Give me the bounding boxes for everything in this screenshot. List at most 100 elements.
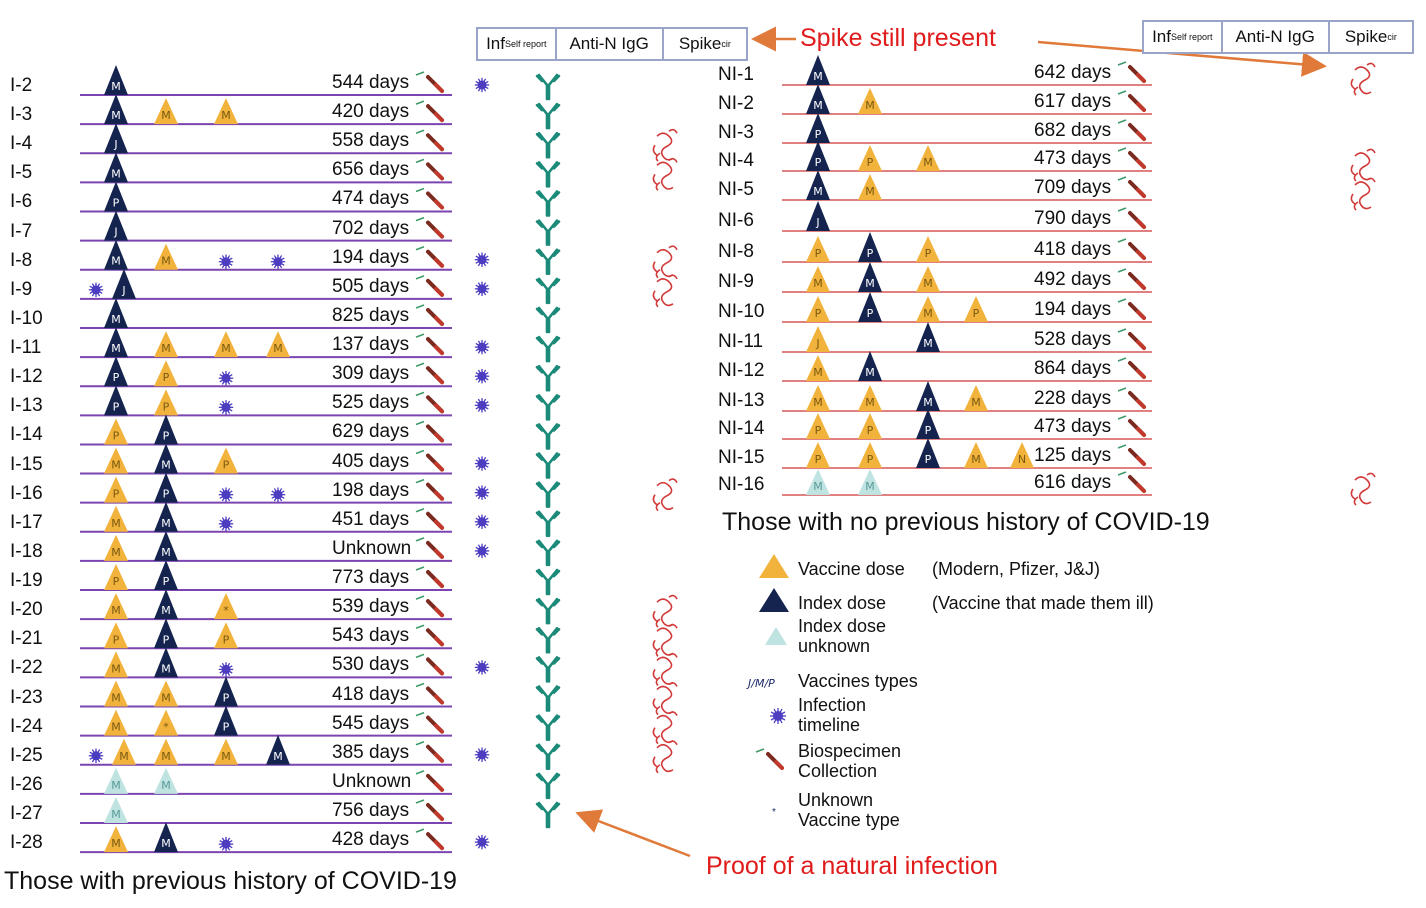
index-dose-icon-letter: M — [923, 396, 933, 409]
anti-n-igg-icon — [535, 626, 561, 654]
index-dose-icon — [104, 65, 128, 95]
anti-n-igg-icon — [535, 772, 561, 800]
biospecimen-icon-mark — [1117, 415, 1127, 420]
index-dose-icon-letter: M — [161, 662, 171, 675]
biospecimen-icon-mark — [1117, 207, 1127, 212]
row-id: I-6 — [10, 191, 33, 213]
days-label: 543 days — [332, 625, 410, 647]
index-dose-icon-letter: M — [813, 99, 823, 112]
vaccine-dose-icon-letter: M — [161, 109, 171, 122]
vaccine-dose-icon — [916, 296, 940, 322]
biospecimen-icon-cap — [1136, 456, 1146, 466]
days-label: Unknown — [332, 770, 412, 792]
days-label: 405 days — [332, 450, 410, 472]
vaccine-dose-icon-letter: M — [971, 396, 981, 409]
biospecimen-icon-mark — [415, 245, 425, 251]
index-dose-icon — [154, 414, 178, 445]
index-dose-icon — [916, 409, 940, 439]
anti-n-igg-icon — [535, 248, 561, 276]
days-label: 194 days — [332, 246, 410, 268]
index-dose-icon — [154, 589, 178, 620]
spike-protein-icon — [1350, 62, 1376, 96]
days-label: 492 days — [1034, 269, 1112, 290]
vaccine-dose-icon-letter: M — [111, 721, 121, 734]
vaccine-dose-icon — [806, 296, 830, 322]
vaccine-dose-icon-letter: P — [815, 307, 822, 320]
index-dose-icon-letter: P — [815, 128, 822, 141]
biospecimen-icon-cap — [1136, 483, 1146, 493]
vaccine-dose-icon-letter: P — [223, 459, 230, 472]
index-dose-icon-letter: M — [161, 604, 171, 617]
index-dose-icon — [916, 438, 940, 468]
unknown-index-dose-icon — [104, 767, 128, 794]
row-id: I-20 — [10, 599, 43, 621]
biospecimen-icon-mark — [415, 508, 425, 513]
arrow-to-right-spike — [1037, 40, 1327, 77]
header-spike: Spike cir — [1344, 27, 1397, 46]
index-dose-icon-letter: P — [223, 721, 230, 734]
row-id: I-16 — [10, 482, 43, 504]
vaccine-dose-icon — [104, 680, 128, 707]
index-dose-icon-letter: M — [813, 185, 823, 198]
biospecimen-icon-cap — [434, 315, 444, 326]
row-id: NI-11 — [718, 331, 764, 352]
vaccine-dose-icon-letter: P — [113, 633, 120, 646]
index-dose-icon — [916, 322, 940, 352]
index-dose-icon — [104, 152, 128, 183]
biospecimen-icon-mark — [415, 362, 425, 367]
index-dose-icon-letter: J — [113, 226, 117, 239]
index-dose-icon-letter: P — [163, 633, 170, 646]
days-label: 825 days — [332, 304, 410, 326]
legend-label: Biospecimen Collection — [798, 741, 902, 781]
days-label: 656 days — [332, 159, 410, 181]
index-dose-icon-letter: J — [815, 216, 819, 229]
vaccine-dose-icon — [964, 296, 988, 322]
index-dose-icon-letter: P — [815, 156, 822, 169]
vaccine-dose-icon-letter: P — [867, 453, 874, 466]
days-label: 473 days — [1034, 148, 1112, 169]
biospecimen-icon-mark — [415, 158, 425, 164]
biospecimen-icon-cap — [434, 636, 444, 647]
legend-note: (Modern, Pfizer, J&J) — [932, 559, 1101, 579]
days-label: 539 days — [332, 596, 410, 618]
row-id: I-4 — [10, 133, 33, 155]
biospecimen-icon-mark — [1117, 357, 1127, 362]
days-label: 709 days — [1034, 177, 1112, 198]
row-id: I-27 — [10, 803, 43, 824]
vaccine-dose-icon-letter: M — [923, 307, 933, 320]
anti-n-igg-icon — [535, 481, 561, 508]
vaccine-dose-icon-letter: M — [221, 750, 231, 763]
index-dose-icon-letter: M — [111, 342, 121, 355]
biospecimen-icon-mark — [1117, 119, 1127, 124]
infection-icon — [474, 543, 490, 559]
unknown-index-dose-icon-letter: M — [111, 808, 121, 821]
days-label: 428 days — [332, 829, 410, 851]
row-id: I-23 — [10, 686, 43, 708]
unknown-index-dose-icon — [806, 469, 830, 495]
row-id: I-2 — [10, 75, 33, 96]
vaccine-dose-icon — [214, 447, 238, 474]
vaccine-dose-icon — [104, 651, 128, 678]
biospecimen-icon-mark — [1117, 238, 1127, 243]
anti-n-igg-icon — [535, 801, 561, 829]
row-id: NI-9 — [718, 271, 754, 292]
index-dose-icon-letter: P — [163, 429, 170, 442]
anti-n-igg-icon — [535, 714, 561, 741]
index-dose-icon-letter: P — [867, 307, 874, 320]
row-id: NI-15 — [718, 447, 765, 468]
index-dose-icon-letter: M — [111, 109, 121, 122]
index-dose-icon-letter: M — [865, 366, 875, 379]
row-id: NI-13 — [718, 390, 765, 411]
index-dose-icon-letter: M — [865, 277, 875, 290]
row-id: I-19 — [10, 570, 43, 592]
spike-protein-icon — [652, 157, 678, 191]
days-label: 420 days — [332, 101, 410, 123]
anti-n-igg-icon — [535, 190, 561, 217]
anti-n-igg-icon — [535, 102, 561, 130]
biospecimen-icon-cap — [1136, 188, 1146, 198]
biospecimen-icon-cap — [1136, 159, 1146, 169]
index-dose-icon-letter: M — [813, 70, 823, 83]
days-label: 756 days — [332, 800, 410, 821]
days-label: 790 days — [1034, 208, 1112, 229]
anti-n-igg-icon — [535, 685, 561, 712]
